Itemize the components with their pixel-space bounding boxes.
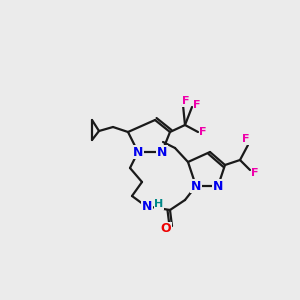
Text: H: H	[154, 199, 164, 209]
Text: F: F	[251, 168, 259, 178]
Text: N: N	[142, 200, 152, 214]
Text: F: F	[182, 96, 190, 106]
Text: N: N	[213, 179, 223, 193]
Text: N: N	[157, 146, 167, 158]
Text: F: F	[199, 127, 207, 137]
Text: O: O	[161, 223, 171, 236]
Text: F: F	[242, 134, 250, 144]
Text: F: F	[193, 100, 201, 110]
Text: N: N	[191, 179, 201, 193]
Text: N: N	[133, 146, 143, 158]
